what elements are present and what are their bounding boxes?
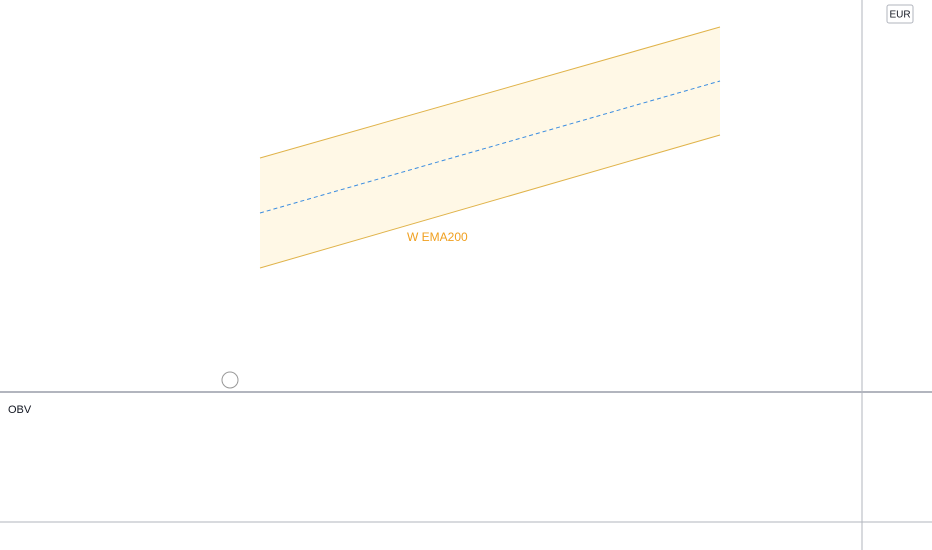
currency: EUR	[889, 10, 910, 21]
currency-box[interactable]	[886, 4, 914, 24]
annotation: W EMA200	[407, 230, 468, 244]
obv-title: OBV	[8, 404, 32, 416]
event-marker[interactable]	[221, 371, 239, 389]
channel	[259, 26, 721, 269]
